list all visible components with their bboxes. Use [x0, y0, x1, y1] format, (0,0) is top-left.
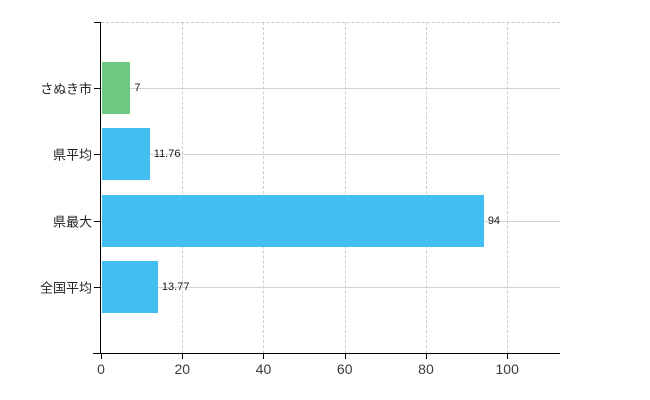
x-gridline: [182, 22, 184, 353]
y-axis-line: [100, 22, 101, 353]
category-gridline: [101, 286, 560, 288]
y-tick-mark: [94, 88, 100, 90]
x-tick-mark: [425, 354, 427, 359]
x-axis-line: [93, 353, 560, 354]
x-tick-label: 100: [495, 361, 519, 377]
bar: [102, 128, 150, 181]
bar: [102, 260, 158, 313]
x-tick-mark: [182, 354, 184, 359]
x-tick-mark: [507, 354, 509, 359]
x-tick-mark: [263, 354, 265, 359]
x-tick-label: 20: [174, 361, 191, 377]
x-gridline: [263, 22, 265, 353]
bar-value-label: 13.77: [161, 280, 190, 293]
bar-value-label: 7: [134, 82, 141, 95]
y-tick-mark: [94, 286, 100, 288]
x-tick-mark: [101, 354, 102, 359]
category-label: 県平均: [52, 147, 92, 163]
category-gridline: [101, 88, 560, 90]
category-gridline: [101, 154, 560, 156]
x-tick-label: 40: [255, 361, 272, 377]
y-axis-top-tick: [94, 22, 100, 23]
category-label: 県最大: [52, 214, 92, 230]
y-tick-mark: [94, 154, 100, 156]
x-gridline: [507, 22, 509, 353]
bar-value-label: 94: [487, 214, 501, 227]
x-tick-label: 80: [418, 361, 434, 377]
x-gridline: [425, 22, 427, 353]
x-tick-label: 60: [336, 361, 353, 377]
category-label: さぬき市: [40, 81, 92, 97]
category-label: 全国平均: [39, 280, 92, 296]
plot-top-border: [101, 22, 560, 23]
y-tick-mark: [94, 220, 100, 222]
x-tick-label: 0: [97, 361, 105, 377]
bar: [102, 62, 131, 115]
x-tick-mark: [344, 354, 346, 359]
bar: [102, 194, 484, 247]
x-gridline: [344, 22, 346, 353]
bar-value-label: 11.76: [153, 148, 181, 161]
